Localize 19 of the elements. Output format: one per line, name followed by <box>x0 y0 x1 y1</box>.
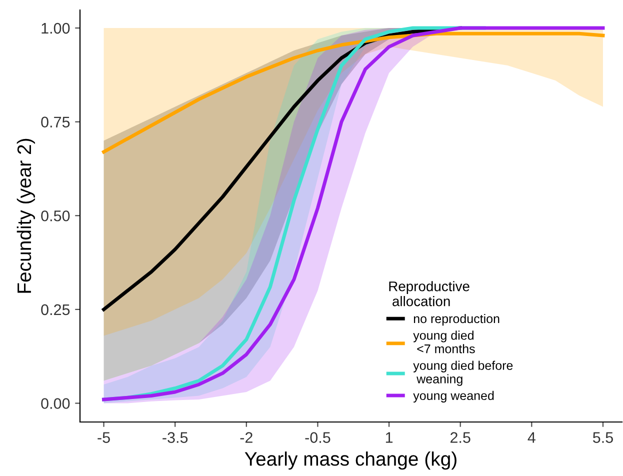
x-tick-label: -2 <box>240 432 252 443</box>
legend-label: no reproduction <box>414 314 500 326</box>
legend-label: young weaned <box>413 390 494 403</box>
y-tick-label: 0.00 <box>41 398 70 409</box>
line-series <box>102 32 605 154</box>
x-tick-label: 5.5 <box>592 432 613 443</box>
legend-title: Reproductive allocation <box>389 281 470 306</box>
y-tick-label: 0.75 <box>41 116 70 128</box>
x-tick-label: 1 <box>386 432 393 443</box>
y-axis-title: Fecundity (year 2) <box>16 138 35 293</box>
x-axis-title: Yearly mass change (kg) <box>244 452 456 470</box>
x-tick-label: 2.5 <box>450 432 470 443</box>
y-tick-label: 0.25 <box>41 304 70 316</box>
x-tick-label: 4 <box>528 432 536 443</box>
y-tick-label: 0.50 <box>41 210 70 222</box>
x-tick-label: -3.5 <box>162 432 188 443</box>
x-tick-label: -0.5 <box>305 432 330 443</box>
x-tick-label: -5 <box>98 432 110 443</box>
y-tick-label: 1.00 <box>42 22 70 34</box>
